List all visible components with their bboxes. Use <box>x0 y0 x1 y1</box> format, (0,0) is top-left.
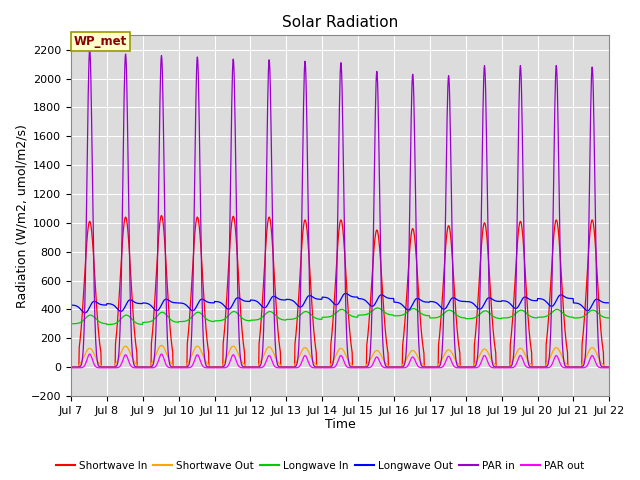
Legend: Shortwave In, Shortwave Out, Longwave In, Longwave Out, PAR in, PAR out: Shortwave In, Shortwave Out, Longwave In… <box>52 456 588 475</box>
PAR in <box>86 47 93 53</box>
Line: PAR in: PAR in <box>71 50 609 367</box>
PAR out <box>86 351 93 357</box>
Shortwave Out <box>174 364 182 370</box>
Longwave In <box>67 321 75 327</box>
Longwave In <box>605 315 613 321</box>
Longwave In <box>174 319 182 325</box>
Shortwave Out <box>494 364 502 370</box>
PAR out <box>424 365 431 371</box>
Longwave Out <box>81 310 89 316</box>
Shortwave Out <box>157 343 165 348</box>
Line: Shortwave Out: Shortwave Out <box>71 346 609 367</box>
Shortwave In <box>157 213 165 218</box>
PAR out <box>248 365 255 371</box>
Line: PAR out: PAR out <box>71 354 609 368</box>
Shortwave In <box>605 364 613 370</box>
PAR in <box>494 364 502 370</box>
Longwave In <box>542 313 550 319</box>
Line: Longwave Out: Longwave Out <box>71 293 609 313</box>
Shortwave Out <box>187 354 195 360</box>
PAR out <box>67 365 75 371</box>
Line: Shortwave In: Shortwave In <box>71 216 609 367</box>
Shortwave Out <box>67 364 75 370</box>
Shortwave In <box>424 364 431 370</box>
Longwave In <box>374 305 381 311</box>
Shortwave In <box>67 364 75 370</box>
PAR in <box>174 364 182 370</box>
Shortwave In <box>248 364 255 370</box>
PAR out <box>605 365 613 371</box>
X-axis label: Time: Time <box>325 419 356 432</box>
Longwave Out <box>248 297 255 303</box>
Longwave In <box>187 315 195 321</box>
PAR out <box>187 364 195 370</box>
Longwave Out <box>342 290 349 296</box>
Longwave Out <box>605 300 613 306</box>
Longwave In <box>248 317 255 323</box>
PAR in <box>248 364 255 370</box>
PAR in <box>605 364 613 370</box>
Title: Solar Radiation: Solar Radiation <box>282 15 398 30</box>
Shortwave In <box>174 364 182 370</box>
PAR out <box>174 365 182 371</box>
PAR out <box>541 365 549 371</box>
Longwave In <box>495 315 502 321</box>
PAR in <box>187 345 195 351</box>
Shortwave In <box>187 292 195 298</box>
Longwave In <box>424 313 432 319</box>
Longwave In <box>103 322 111 327</box>
Shortwave Out <box>541 364 549 370</box>
Longwave Out <box>424 299 432 305</box>
PAR in <box>424 364 431 370</box>
Longwave Out <box>495 299 502 304</box>
Shortwave In <box>541 364 549 370</box>
Shortwave Out <box>605 364 613 370</box>
PAR out <box>494 365 502 371</box>
Shortwave In <box>494 364 502 370</box>
Shortwave Out <box>248 364 255 370</box>
Longwave Out <box>67 302 75 308</box>
PAR in <box>541 364 549 370</box>
Text: WP_met: WP_met <box>74 36 127 48</box>
Y-axis label: Radiation (W/m2, umol/m2/s): Radiation (W/m2, umol/m2/s) <box>15 124 28 308</box>
Longwave Out <box>542 299 550 304</box>
Longwave Out <box>187 307 195 313</box>
Line: Longwave In: Longwave In <box>71 308 609 324</box>
Shortwave Out <box>424 364 431 370</box>
PAR in <box>67 364 75 370</box>
Longwave Out <box>174 300 182 306</box>
